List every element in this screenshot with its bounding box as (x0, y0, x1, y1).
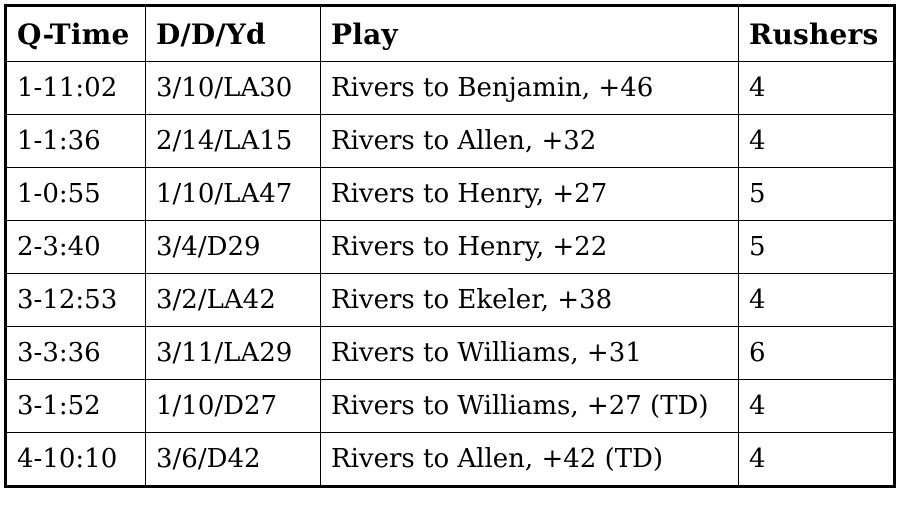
header-row: Q-Time D/D/Yd Play Rushers (5, 5, 895, 62)
cell-play: Rivers to Allen, +42 (TD) (320, 432, 739, 487)
table-row: 3-1:52 1/10/D27 Rivers to Williams, +27 … (5, 379, 895, 433)
table-row: 1-1:36 2/14/LA15 Rivers to Allen, +32 4 (5, 114, 895, 168)
cell-ddyd: 1/10/D27 (145, 379, 321, 433)
table-row: 2-3:40 3/4/D29 Rivers to Henry, +22 5 (5, 220, 895, 274)
cell-play: Rivers to Williams, +27 (TD) (320, 379, 739, 433)
cell-play: Rivers to Benjamin, +46 (320, 61, 739, 115)
cell-ddyd: 3/6/D42 (145, 432, 321, 487)
cell-rushers: 4 (738, 432, 895, 487)
cell-rushers: 5 (738, 167, 895, 221)
cell-ddyd: 3/2/LA42 (145, 273, 321, 327)
cell-rushers: 4 (738, 61, 895, 115)
cell-ddyd: 1/10/LA47 (145, 167, 321, 221)
cell-rushers: 4 (738, 114, 895, 168)
plays-table: Q-Time D/D/Yd Play Rushers 1-11:02 3/10/… (4, 4, 896, 488)
table-row: 1-11:02 3/10/LA30 Rivers to Benjamin, +4… (5, 61, 895, 115)
cell-ddyd: 3/11/LA29 (145, 326, 321, 380)
cell-ddyd: 3/10/LA30 (145, 61, 321, 115)
table-row: 3-12:53 3/2/LA42 Rivers to Ekeler, +38 4 (5, 273, 895, 327)
cell-rushers: 6 (738, 326, 895, 380)
table-row: 4-10:10 3/6/D42 Rivers to Allen, +42 (TD… (5, 432, 895, 487)
cell-qtime: 1-1:36 (5, 114, 146, 168)
column-header-ddyd: D/D/Yd (145, 5, 321, 62)
cell-play: Rivers to Henry, +22 (320, 220, 739, 274)
column-header-play: Play (320, 5, 739, 62)
cell-qtime: 1-11:02 (5, 61, 146, 115)
table-row: 3-3:36 3/11/LA29 Rivers to Williams, +31… (5, 326, 895, 380)
cell-qtime: 3-12:53 (5, 273, 146, 327)
table-row: 1-0:55 1/10/LA47 Rivers to Henry, +27 5 (5, 167, 895, 221)
cell-play: Rivers to Ekeler, +38 (320, 273, 739, 327)
column-header-rushers: Rushers (738, 5, 895, 62)
cell-qtime: 4-10:10 (5, 432, 146, 487)
cell-play: Rivers to Williams, +31 (320, 326, 739, 380)
cell-play: Rivers to Allen, +32 (320, 114, 739, 168)
cell-qtime: 3-1:52 (5, 379, 146, 433)
cell-qtime: 3-3:36 (5, 326, 146, 380)
cell-rushers: 4 (738, 379, 895, 433)
cell-qtime: 1-0:55 (5, 167, 146, 221)
cell-ddyd: 2/14/LA15 (145, 114, 321, 168)
cell-ddyd: 3/4/D29 (145, 220, 321, 274)
column-header-qtime: Q-Time (5, 5, 146, 62)
cell-play: Rivers to Henry, +27 (320, 167, 739, 221)
cell-rushers: 5 (738, 220, 895, 274)
cell-qtime: 2-3:40 (5, 220, 146, 274)
cell-rushers: 4 (738, 273, 895, 327)
